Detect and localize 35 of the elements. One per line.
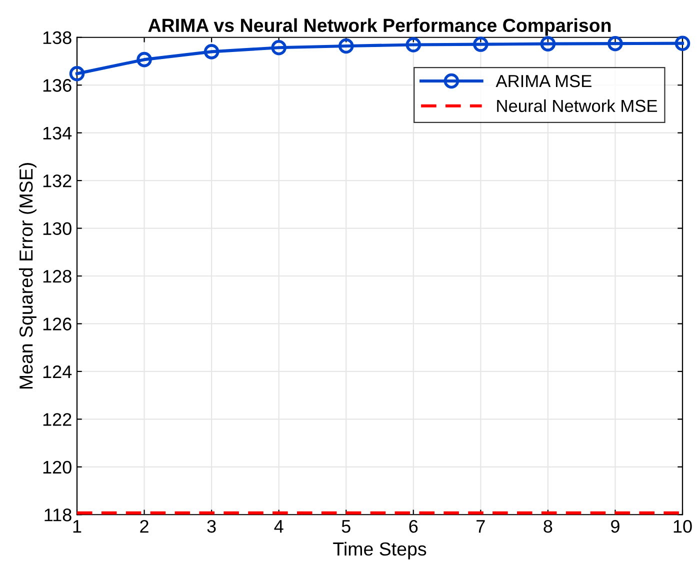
x-tick-label: 6: [409, 520, 418, 533]
y-tick-label: 126: [43, 318, 72, 330]
y-tick-label: 134: [43, 126, 72, 140]
y-tick-label: 122: [43, 413, 72, 426]
y-tick-label: 130: [43, 222, 72, 235]
point: [406, 37, 422, 52]
y-tick-label: 124: [43, 365, 72, 378]
x-tick-label: 7: [476, 520, 485, 533]
y-tick-label: 118: [44, 508, 72, 522]
legend-label: Neural Network MSE: [497, 99, 658, 112]
x-tick-label: 9: [611, 520, 620, 533]
point: [674, 36, 690, 51]
y-axis-title: Mean Squared Error (MSE): [18, 163, 36, 389]
x-tick-label: 1: [73, 520, 82, 533]
point: [338, 38, 354, 54]
y-tick-label: 136: [43, 79, 72, 92]
x-axis-title: Time Steps: [333, 542, 426, 560]
point: [136, 52, 152, 68]
x-tick-label: 5: [342, 520, 350, 533]
y-tick-label: 138: [43, 31, 72, 44]
chart-title: ARIMA vs Neural Network Performance Comparison: [148, 18, 611, 36]
point: [271, 40, 286, 56]
x-tick-label: 10: [674, 520, 692, 533]
legend-label: ARIMA MSE: [496, 74, 592, 88]
x-tick-label: 8: [544, 520, 552, 533]
x-tick-label: 4: [274, 520, 284, 533]
point: [540, 36, 556, 52]
y-tick-label: 120: [43, 460, 72, 474]
y-tick-label: 128: [43, 270, 72, 283]
y-tick-label: 132: [43, 174, 72, 188]
x-tick-label: 2: [140, 520, 148, 533]
point: [473, 36, 488, 52]
point: [608, 36, 623, 52]
x-tick-label: 3: [207, 520, 216, 533]
point: [204, 44, 220, 60]
